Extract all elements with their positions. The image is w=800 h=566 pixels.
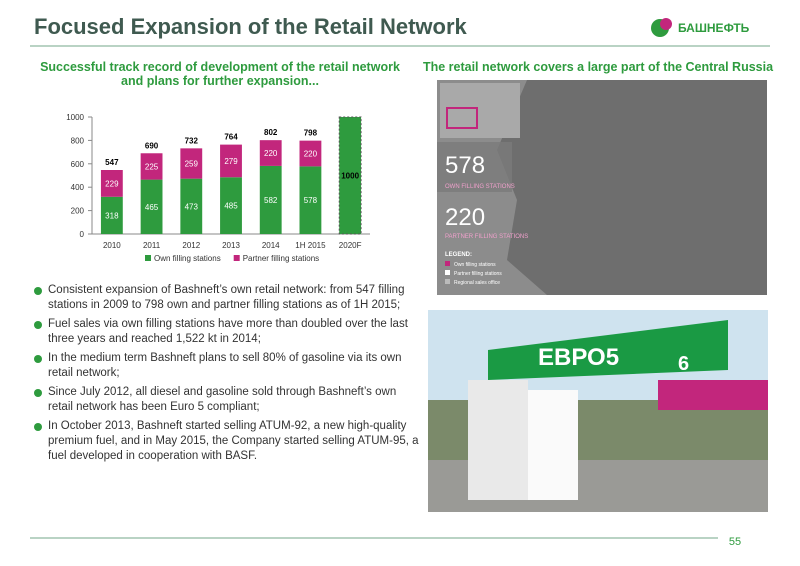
bar-segment xyxy=(220,144,242,178)
value-label: 225 xyxy=(145,162,159,171)
y-tick-label: 800 xyxy=(71,136,85,145)
value-label: 582 xyxy=(264,196,278,205)
y-tick-label: 1000 xyxy=(66,113,84,122)
total-label: 690 xyxy=(145,141,159,150)
bar-segment xyxy=(100,170,123,197)
value-label: 220 xyxy=(264,149,278,158)
bar-segment xyxy=(259,165,282,234)
total-label: 764 xyxy=(224,133,238,142)
page-number: 55 xyxy=(729,536,741,548)
x-tick-label: 2010 xyxy=(103,241,121,250)
bar-segment xyxy=(140,179,163,234)
chart: 0 200 400 600 800 1000 2010 318 229 547 2011 465 225… xyxy=(66,113,370,263)
value-label: 220 xyxy=(304,150,318,159)
legend-label: Partner filling stations xyxy=(243,254,319,263)
x-tick-label: 2012 xyxy=(182,241,200,250)
bullet: In October 2013, Bashneft started sellin… xyxy=(34,419,419,464)
bar-segment xyxy=(220,177,242,234)
value-label: 279 xyxy=(224,157,238,166)
x-tick-label: 2014 xyxy=(262,241,280,250)
bar-segment xyxy=(259,140,282,166)
bar-segment xyxy=(180,148,203,179)
legend-title: LEGEND: xyxy=(445,252,472,258)
photo-number: 6 xyxy=(678,353,689,375)
bar-segment xyxy=(140,153,163,180)
total-label: 798 xyxy=(304,129,318,138)
value-label: 578 xyxy=(304,196,318,205)
x-tick-label: 2011 xyxy=(143,241,161,250)
value-label: 318 xyxy=(105,211,119,220)
partner-label: PARTNER FILLING STATIONS xyxy=(445,234,528,240)
slide-title: Focused Expansion of the Retail Network xyxy=(34,14,467,39)
value-label: 229 xyxy=(105,179,119,188)
value-label: 259 xyxy=(185,160,199,169)
bar-segment xyxy=(180,178,203,234)
bullet: Fuel sales via own filling stations have… xyxy=(34,317,419,347)
value-label: 485 xyxy=(224,202,238,211)
y-tick-label: 600 xyxy=(71,160,85,169)
bullet: In the medium term Bashneft plans to sel… xyxy=(34,351,419,381)
photo: ЕВРО5 6 xyxy=(428,310,768,512)
y-tick-label: 200 xyxy=(71,207,85,216)
total-label: 547 xyxy=(105,158,119,167)
right-subtitle: The retail network covers a large part o… xyxy=(422,60,774,74)
bar-segment xyxy=(338,116,362,235)
y-tick-label: 400 xyxy=(71,183,85,192)
legend-swatch xyxy=(145,255,151,261)
bar-segment xyxy=(299,166,322,234)
own-label: OWN FILLING STATIONS xyxy=(445,184,515,190)
total-label: 732 xyxy=(185,136,199,145)
left-subtitle: Successful track record of development o… xyxy=(40,60,400,88)
bar-segment xyxy=(100,196,123,234)
value-label: 465 xyxy=(145,203,159,212)
value-label: 473 xyxy=(185,202,199,211)
logo-text: БАШНЕФТЬ xyxy=(678,21,750,35)
x-tick-label: 1H 2015 xyxy=(295,241,326,250)
x-tick-label: 2020F xyxy=(339,241,362,250)
x-tick-label: 2013 xyxy=(222,241,240,250)
legend-item: Regional sales office xyxy=(454,280,500,286)
map: 578 OWN FILLING STATIONS 220 PARTNER FIL… xyxy=(437,80,767,295)
total-label: 802 xyxy=(264,128,278,137)
photo-sign: ЕВРО5 xyxy=(538,344,619,371)
bar-segment xyxy=(299,140,322,167)
bullet: Consistent expansion of Bashneft’s own r… xyxy=(34,283,419,313)
legend-item: Own filling stations xyxy=(454,262,496,268)
legend-item: Partner filling stations xyxy=(454,271,502,277)
bullet: Since July 2012, all diesel and gasoline… xyxy=(34,385,419,415)
value-label: 1000 xyxy=(341,172,359,181)
bullet-list: Consistent expansion of Bashneft’s own r… xyxy=(34,283,419,468)
partner-count: 220 xyxy=(445,204,485,231)
legend-swatch xyxy=(233,255,240,261)
legend-label: Own filling stations xyxy=(154,254,221,263)
y-tick-label: 0 xyxy=(80,230,85,239)
own-count: 578 xyxy=(445,152,485,179)
